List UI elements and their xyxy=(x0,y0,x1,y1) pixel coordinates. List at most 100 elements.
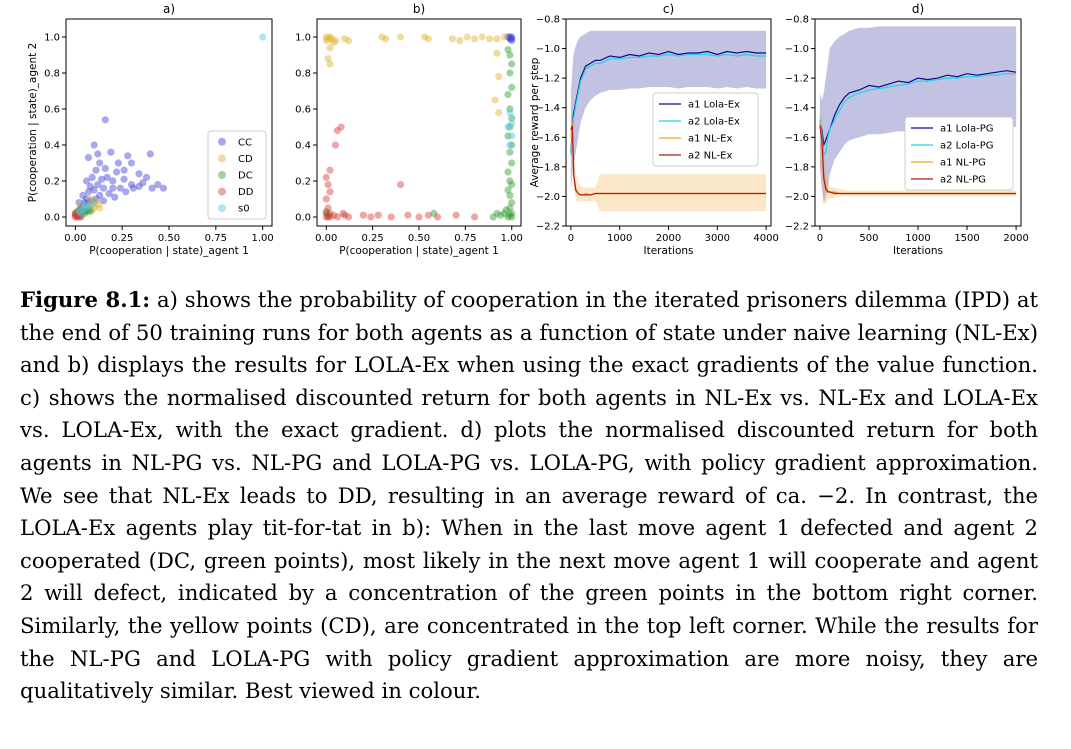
x-tick-label: 0.25 xyxy=(111,233,133,244)
point-s0 xyxy=(79,206,87,214)
point-cd xyxy=(84,202,93,210)
x-axis-label: P(cooperation | state)_agent 1 xyxy=(339,245,499,257)
point-dd xyxy=(333,213,341,221)
point-cc xyxy=(88,173,96,181)
legend-label: a2 Lola-PG xyxy=(940,141,993,152)
point-dc xyxy=(75,211,83,219)
point-cd xyxy=(86,195,94,203)
legend: CC CD DC DD s0 xyxy=(207,130,267,220)
point-dc xyxy=(71,209,79,217)
point-cc xyxy=(116,184,124,192)
line-a2-lola-ex xyxy=(570,53,767,156)
point-cc xyxy=(77,204,85,212)
point-dd xyxy=(324,204,332,212)
point-dc xyxy=(79,208,87,216)
point-cc xyxy=(139,179,147,187)
point-cc xyxy=(109,177,117,185)
point-cc xyxy=(105,190,113,198)
point-cd xyxy=(326,60,334,68)
y-tick-label: −1.4 xyxy=(785,103,809,114)
figure-8-1: 0.00 0.25 0.50 0.75 1.000.00.20.40.60.81.0a)… xyxy=(27,2,1029,257)
point-dc xyxy=(506,123,514,131)
point-cc xyxy=(142,173,151,181)
point-cd xyxy=(424,35,432,43)
point-dc xyxy=(504,46,512,54)
band-a1-lola-pg xyxy=(819,26,1017,204)
point-cd xyxy=(322,33,330,41)
point-dd xyxy=(424,211,432,219)
legend-box xyxy=(207,130,267,220)
point-dc xyxy=(500,209,508,217)
point-cc xyxy=(111,193,119,201)
point-cd xyxy=(324,35,332,43)
point-dd xyxy=(322,195,330,203)
point-dc xyxy=(508,114,516,122)
point-cd xyxy=(96,204,104,212)
x-tick-label: 0.75 xyxy=(205,233,227,244)
y-tick-label: 0.2 xyxy=(295,177,311,188)
x-axis-label: P(cooperation | state)_agent 1 xyxy=(89,245,249,257)
y-tick-label: −1.6 xyxy=(785,133,809,144)
legend-label: a2 NL-PG xyxy=(940,174,986,185)
point-cc xyxy=(508,37,516,45)
point-cd xyxy=(328,35,336,43)
point-cd xyxy=(324,55,332,63)
line-a2-nl-pg xyxy=(819,125,1017,195)
caption-label: Figure 8.1: xyxy=(20,287,151,312)
y-tick-label: 1.0 xyxy=(44,33,60,44)
point-dc xyxy=(84,206,93,214)
point-dc xyxy=(86,208,94,216)
point-cd xyxy=(495,109,503,117)
point-dc xyxy=(508,213,516,221)
legend-marker xyxy=(218,204,226,213)
legend-label: DC xyxy=(238,171,253,182)
point-dd xyxy=(322,173,330,181)
y-tick-label: −0.8 xyxy=(536,15,560,26)
point-dc xyxy=(504,186,512,194)
point-cc xyxy=(109,184,117,192)
x-tick-label: 4000 xyxy=(753,233,778,244)
point-dd xyxy=(396,181,405,189)
y-tick-label: 0.8 xyxy=(44,69,60,80)
point-cc xyxy=(86,182,94,190)
point-cc xyxy=(146,150,154,158)
point-cc xyxy=(504,33,512,41)
point-dc xyxy=(506,204,514,212)
x-tick-label: 0 xyxy=(568,233,574,244)
y-tick-label: 0.0 xyxy=(44,213,60,224)
legend-label: a1 Lola-PG xyxy=(940,124,993,135)
point-cd xyxy=(326,44,334,52)
point-dc xyxy=(493,209,501,217)
x-tick-label: 0.25 xyxy=(362,233,384,244)
point-dd xyxy=(367,213,375,221)
point-cc xyxy=(99,197,108,205)
y-tick-label: −1.4 xyxy=(536,103,560,114)
panel-4: 0 500 1000 1500 2000 −0.8 −1.0 −1.2 −1.4 −1.6 −1.8… xyxy=(785,2,1029,257)
point-dd xyxy=(324,181,332,189)
panel-title: c) xyxy=(663,2,674,16)
x-tick-label: 0.00 xyxy=(315,233,337,244)
legend-marker xyxy=(218,187,226,196)
point-cc xyxy=(101,116,109,124)
point-dd xyxy=(433,213,442,221)
point-dc xyxy=(430,209,438,217)
x-tick-label: 1.00 xyxy=(501,233,523,244)
point-dc xyxy=(506,191,514,199)
point-cc xyxy=(84,199,93,207)
point-dd xyxy=(322,209,330,217)
point-cd xyxy=(421,33,429,41)
point-dd xyxy=(344,213,353,221)
point-dc xyxy=(75,206,83,214)
legend-marker xyxy=(218,171,226,179)
point-dc xyxy=(508,60,516,68)
point-cd xyxy=(500,33,508,41)
point-dd xyxy=(75,213,83,221)
x-tick-label: 0.75 xyxy=(454,233,476,244)
y-tick-label: −1.0 xyxy=(785,44,809,55)
panel-3: 0 1000 2000 3000 4000 −0.8 −1.0 −1.2 −1.4 −1.6 −1.… xyxy=(529,2,779,257)
point-s0 xyxy=(75,208,83,216)
point-cd xyxy=(90,204,98,212)
point-dc xyxy=(508,199,516,207)
point-dc xyxy=(508,209,516,217)
point-cd xyxy=(88,206,96,214)
